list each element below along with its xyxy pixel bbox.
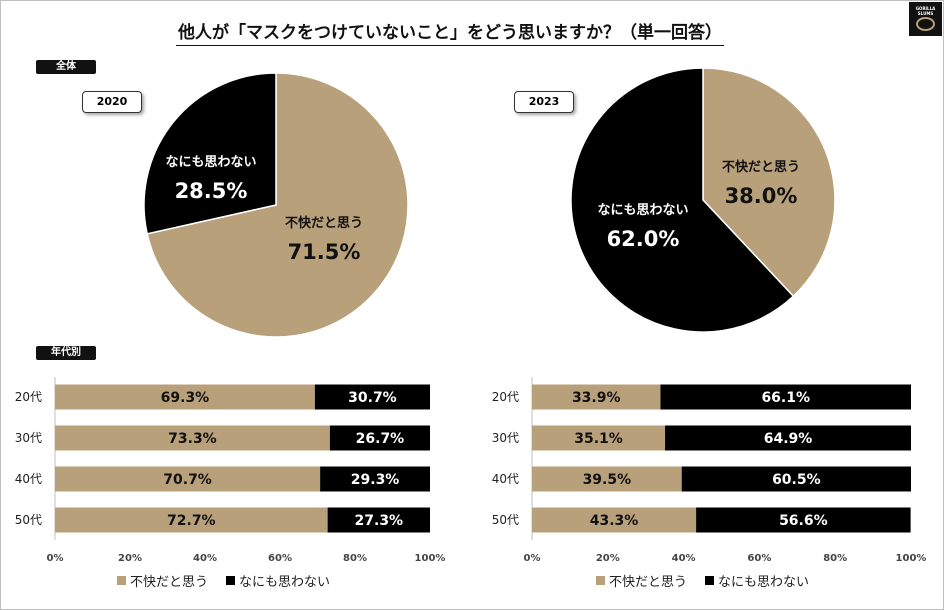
bars-2020-tick-label: 100% [415,553,446,564]
bars-2020-category-label: 20代 [15,390,42,404]
chart-title: 他人が「マスクをつけていないこと」をどう思いますか？（単一回答） [0,18,900,46]
legend-swatch-uncomfortable [596,576,605,585]
pie-2023-value-uncomfortable: 38.0% [725,184,798,208]
bars-2023-tick-label: 20% [596,553,620,564]
bars-2023-bar-uncomfortable [532,425,666,451]
bars-2020-bar-uncomfortable [55,466,321,492]
bars-2020-value-nothing: 30.7% [348,390,397,406]
bars-2023-category-label: 50代 [492,513,519,527]
bars-2023-bar-nothing [681,466,911,492]
legend-label-uncomfortable: 不快だと思う [130,575,209,590]
bars-2023-category-label: 40代 [492,472,519,486]
bars-2020-value-nothing: 27.3% [355,513,404,529]
legend-left: 不快だと思う なにも思わない [117,571,330,590]
bars-2020-category-label: 30代 [15,431,42,445]
bars-2020-bar-nothing [327,507,430,533]
legend-swatch-uncomfortable [117,576,126,585]
bars-2023-value-nothing: 56.6% [779,513,828,529]
bars-2023-bar-uncomfortable [532,466,682,492]
bars-2020-value-uncomfortable: 70.7% [163,472,212,488]
bars-2020-tick-label: 60% [268,553,292,564]
year-badge-2020: 2020 [82,91,142,113]
section-tag-age: 年代別 [36,346,96,360]
bars-2020-bar-uncomfortable [55,425,330,451]
legend-label-nothing: なにも思わない [718,575,810,590]
pie-2023-slice-uncomfortable [702,67,836,298]
bars-2023-category-label: 20代 [492,390,519,404]
bars-2023-value-uncomfortable: 35.1% [574,431,623,447]
bars-2023-value-uncomfortable: 43.3% [590,513,639,529]
bars-2023-tick-label: 40% [672,553,696,564]
chart-title-text: 他人が「マスクをつけていないこと」をどう思いますか？（単一回答） [176,23,724,46]
brand-logo: GORILLA SLUMS [909,2,942,36]
bars-2023-bar-uncomfortable [532,384,661,410]
bars-2020-value-uncomfortable: 73.3% [168,431,217,447]
pie-2023-value-nothing: 62.0% [607,227,680,251]
bars-2020-bar-nothing [329,425,430,451]
bars-2023-value-uncomfortable: 39.5% [583,472,632,488]
pie-2020-label-nothing: なにも思わない [165,155,256,170]
bars-2020-tick-label: 20% [118,553,142,564]
bars-2023-value-nothing: 60.5% [772,472,821,488]
bars-2023-bar-nothing [660,384,911,410]
bars-2020-value-nothing: 26.7% [356,431,405,447]
pie-2020-slice-nothing [143,72,277,235]
bars-2023-value-uncomfortable: 33.9% [572,390,621,406]
legend-swatch-nothing [705,576,715,585]
legend-swatch-nothing [226,576,236,585]
logo-ring-icon [916,17,935,31]
bars-2023-tick-label: 80% [823,553,847,564]
bars-2020-category-label: 40代 [15,472,42,486]
bars-2020-tick-label: 0% [47,553,64,564]
bars-2020-bar-nothing [320,466,430,492]
bars-2023-bar-uncomfortable [532,507,697,533]
pie-2023-label-uncomfortable: 不快だと思う [722,159,800,175]
bars-2023-bar-nothing [665,425,911,451]
bars-2020-value-uncomfortable: 69.3% [161,390,210,406]
pie-2020-value-nothing: 28.5% [175,179,248,203]
bars-2020-tick-label: 80% [343,553,367,564]
logo-text: GORILLA SLUMS [915,6,936,16]
legend-label-uncomfortable: 不快だと思う [609,575,688,590]
bars-2020-tick-label: 40% [193,553,217,564]
year-badge-2023: 2023 [514,91,574,113]
bars-2023-bar-nothing [696,507,911,533]
bars-2023-category-label: 30代 [492,431,519,445]
pie-2023-label-nothing: なにも思わない [597,203,688,218]
pie-2023-slice-nothing [570,67,795,333]
legend-right: 不快だと思う なにも思わない [596,571,809,590]
bars-2020-value-nothing: 29.3% [351,472,400,488]
bars-2020-bar-uncomfortable [55,384,315,410]
pie-2020-slice-uncomfortable [146,72,409,338]
bars-2023-tick-label: 100% [896,553,927,564]
pie-2020-label-uncomfortable: 不快だと思う [285,215,363,231]
bars-2023-tick-label: 0% [524,553,541,564]
bars-2023-value-nothing: 64.9% [764,431,813,447]
legend-label-nothing: なにも思わない [239,575,331,590]
bars-2023-tick-label: 60% [747,553,771,564]
bars-2020-bar-nothing [314,384,430,410]
bars-2020-category-label: 50代 [15,513,42,527]
bars-2020-value-uncomfortable: 72.7% [167,513,216,529]
bars-2023-value-nothing: 66.1% [761,390,810,406]
bars-2020-bar-uncomfortable [55,507,328,533]
pie-2020-value-uncomfortable: 71.5% [288,240,361,264]
section-tag-all: 全体 [36,60,96,74]
